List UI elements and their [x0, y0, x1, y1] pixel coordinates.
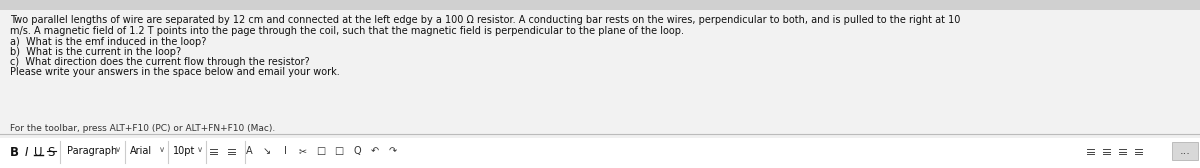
- Text: B: B: [10, 146, 18, 159]
- Text: Q: Q: [353, 146, 361, 156]
- Bar: [0, 0, 1200, 10]
- Text: ∨: ∨: [158, 145, 166, 154]
- Text: ...: ...: [1180, 146, 1190, 156]
- Bar: [0, 10, 1200, 134]
- Text: S: S: [47, 146, 55, 159]
- Text: ↷: ↷: [389, 146, 397, 156]
- Text: ∨: ∨: [197, 145, 203, 154]
- Text: c)  What direction does the current flow through the resistor?: c) What direction does the current flow …: [10, 57, 310, 67]
- Text: ↶: ↶: [371, 146, 379, 156]
- Text: Please write your answers in the space below and email your work.: Please write your answers in the space b…: [10, 67, 340, 77]
- Text: ✂: ✂: [299, 146, 307, 156]
- Bar: [1172, 142, 1198, 160]
- Text: Arial: Arial: [130, 146, 152, 156]
- Text: b)  What is the current in the loop?: b) What is the current in the loop?: [10, 47, 181, 57]
- Bar: [0, 138, 1200, 168]
- Text: m/s. A magnetic field of 1.2 T points into the page through the coil, such that : m/s. A magnetic field of 1.2 T points in…: [10, 26, 684, 36]
- Text: U: U: [34, 146, 42, 159]
- Text: I: I: [24, 146, 28, 159]
- Bar: [0, 134, 1200, 168]
- Text: Two parallel lengths of wire are separated by 12 cm and connected at the left ed: Two parallel lengths of wire are separat…: [10, 15, 960, 25]
- Text: ∨: ∨: [115, 145, 121, 154]
- Text: ↘: ↘: [263, 146, 271, 156]
- Text: I: I: [283, 146, 287, 156]
- Text: □: □: [317, 146, 325, 156]
- Text: 10pt: 10pt: [173, 146, 196, 156]
- Text: a)  What is the emf induced in the loop?: a) What is the emf induced in the loop?: [10, 37, 206, 47]
- Text: Paragraph: Paragraph: [67, 146, 118, 156]
- Text: A: A: [246, 146, 252, 156]
- Text: For the toolbar, press ALT+F10 (PC) or ALT+FN+F10 (Mac).: For the toolbar, press ALT+F10 (PC) or A…: [10, 124, 275, 133]
- Text: □: □: [335, 146, 343, 156]
